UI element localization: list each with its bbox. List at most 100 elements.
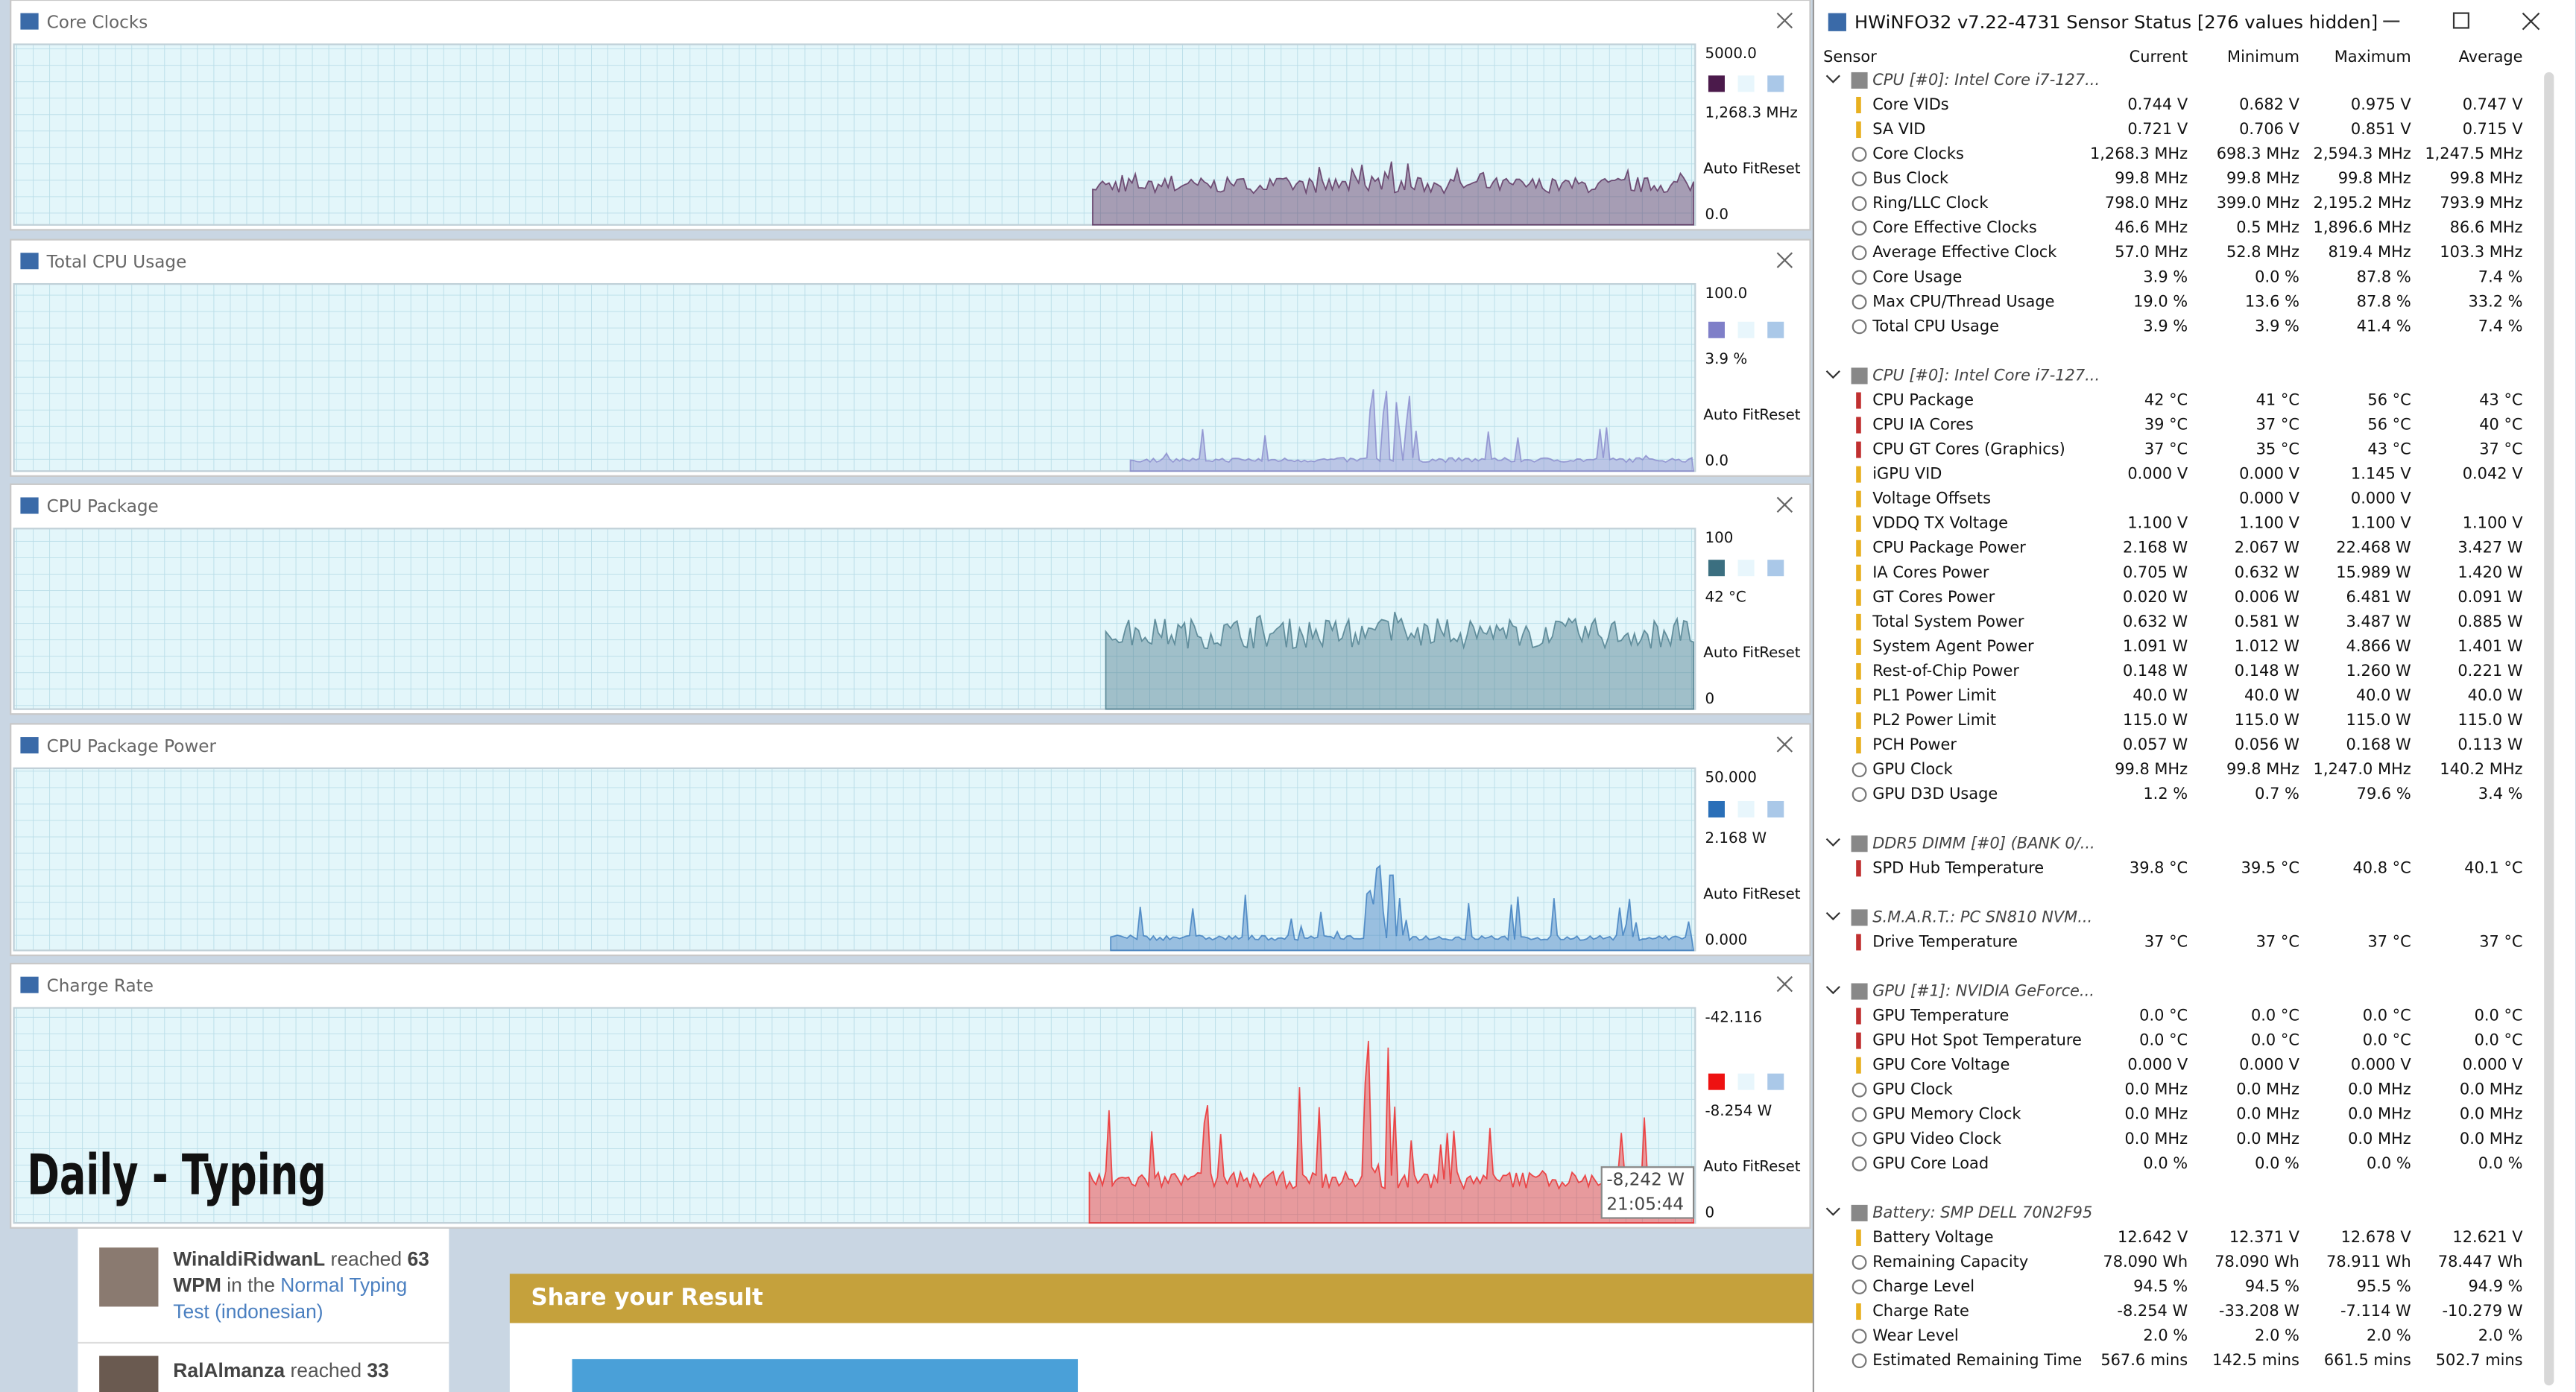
color-swatch[interactable] [1708,321,1725,338]
sensor-value: 115.0 W [2235,711,2299,729]
sensor-value: 0.000 V [2351,490,2411,507]
group-name: CPU [#0]: Intel Core i7-127... [1872,366,2100,384]
sensor-value: 87.8 % [2357,268,2411,285]
close-button[interactable] [2522,12,2540,31]
swatch [1767,321,1784,338]
sensor-label: CPU IA Cores [1872,416,1974,434]
window-icon [20,13,39,30]
column-header: Current [2130,48,2188,66]
reset-button[interactable]: Reset [1759,1158,1801,1175]
sensor-label: GPU Core Load [1872,1154,1989,1172]
autofit-button[interactable]: Auto Fit [1703,644,1760,661]
color-swatch[interactable] [1708,560,1725,577]
sensor-icon [1856,860,1861,877]
collapse-chevron[interactable] [1825,1207,1840,1216]
sensor-value: 2.0 % [2367,1326,2411,1344]
sensor-value: 0.715 V [2463,120,2523,138]
swatch [1767,800,1784,818]
swatch [1737,75,1755,92]
graph-title: CPU Package Power [47,737,217,756]
feed-item: RalAlmanza reached 33 [173,1359,389,1382]
close-button[interactable] [1776,496,1793,513]
group-icon [1851,983,1868,1000]
plot-area [13,282,1696,472]
sensor-icon [1852,1082,1867,1098]
sensor-value: 99.8 MHz [2338,169,2411,187]
collapse-chevron[interactable] [1825,986,1840,995]
swatch [1767,560,1784,577]
sensor-label: Estimated Remaining Time [1872,1351,2082,1369]
sensor-label: iGPU VID [1872,465,1942,483]
sensor-value: 1.401 W [2457,637,2522,655]
sensor-value: 1.091 W [2123,637,2188,655]
sensor-value: 3.9 % [2143,317,2188,335]
group-name: DDR5 DIMM [#0] (BANK 0/... [1872,834,2095,852]
sensor-value: 0.581 W [2235,613,2299,630]
sensor-label: Battery Voltage [1872,1228,1993,1246]
collapse-chevron[interactable] [1825,75,1840,83]
autofit-button[interactable]: Auto Fit [1703,1158,1760,1175]
sensor-value: 1,247.5 MHz [2425,145,2522,162]
sensor-icon [1856,737,1861,754]
color-swatch[interactable] [1708,75,1725,92]
close-button[interactable] [1776,736,1793,753]
sensor-value: 0.0 % [2143,1154,2188,1172]
swatch [1737,321,1755,338]
sensor-value: 0.5 MHz [2236,218,2299,236]
sensor-icon [1856,638,1861,655]
sensor-value: 37 °C [2256,932,2299,950]
reset-button[interactable]: Reset [1759,406,1801,423]
sensor-label: Average Effective Clock [1872,243,2057,261]
autofit-button[interactable]: Auto Fit [1703,885,1760,902]
sensor-value: 0.091 W [2457,588,2522,606]
reset-button[interactable]: Reset [1759,885,1801,902]
close-button[interactable] [1776,12,1793,29]
group-icon [1851,367,1868,385]
sensor-label: PL2 Power Limit [1872,711,1996,729]
autofit-button[interactable]: Auto Fit [1703,159,1760,177]
collapse-chevron[interactable] [1825,838,1840,847]
sensor-value: 0.0 MHz [2125,1130,2188,1148]
sensor-value: 0.0 °C [2139,1031,2188,1049]
reset-button[interactable]: Reset [1759,644,1801,661]
sensor-value: 0.632 W [2235,563,2299,581]
sensor-value: 0.682 V [2239,95,2299,113]
column-header: Maximum [2334,48,2411,66]
sensor-value: 0.000 V [2239,1056,2299,1074]
sensor-value: 40.0 W [2356,686,2411,704]
sensor-value: 99.8 MHz [2226,760,2299,778]
color-swatch[interactable] [1708,1073,1725,1090]
sensor-label: SA VID [1872,120,1925,138]
sensor-value: 0.721 V [2127,120,2188,138]
collapse-chevron[interactable] [1825,370,1840,379]
collapse-chevron[interactable] [1825,911,1840,921]
graph-trace [1105,611,1694,710]
sensor-value: 99.8 MHz [2450,169,2523,187]
reset-button[interactable]: Reset [1759,159,1801,177]
sensor-value: 37 °C [2144,440,2188,458]
sensor-value: 39 °C [2144,416,2188,434]
maximize-button[interactable] [2452,12,2469,29]
group-name: Battery: SMP DELL 70N2F95 [1872,1203,2092,1221]
window-icon [20,976,39,993]
close-button[interactable] [1776,975,1793,993]
sensor-label: PL1 Power Limit [1872,686,1996,704]
min-label: 0 [1705,690,1715,707]
sensor-label: CPU Package [1872,390,1974,408]
sensor-label: Drive Temperature [1872,932,2018,950]
color-swatch[interactable] [1708,800,1725,818]
sensor-value: 115.0 W [2123,711,2188,729]
sensor-value: 0.000 V [2463,1056,2523,1074]
sensor-value: 1.260 W [2346,662,2411,680]
sensor-value: 3.4 % [2478,785,2523,803]
sensor-value: 40 °C [2479,416,2522,434]
sensor-value: 0.885 W [2457,613,2522,630]
sensor-label: SPD Hub Temperature [1872,858,2044,876]
sensor-value: 0.0 % [2255,268,2299,285]
autofit-button[interactable]: Auto Fit [1703,406,1760,423]
swatch [1737,1073,1755,1090]
sensor-value: 41.4 % [2357,317,2411,335]
share-bar [509,1274,1813,1323]
close-button[interactable] [1776,252,1793,268]
